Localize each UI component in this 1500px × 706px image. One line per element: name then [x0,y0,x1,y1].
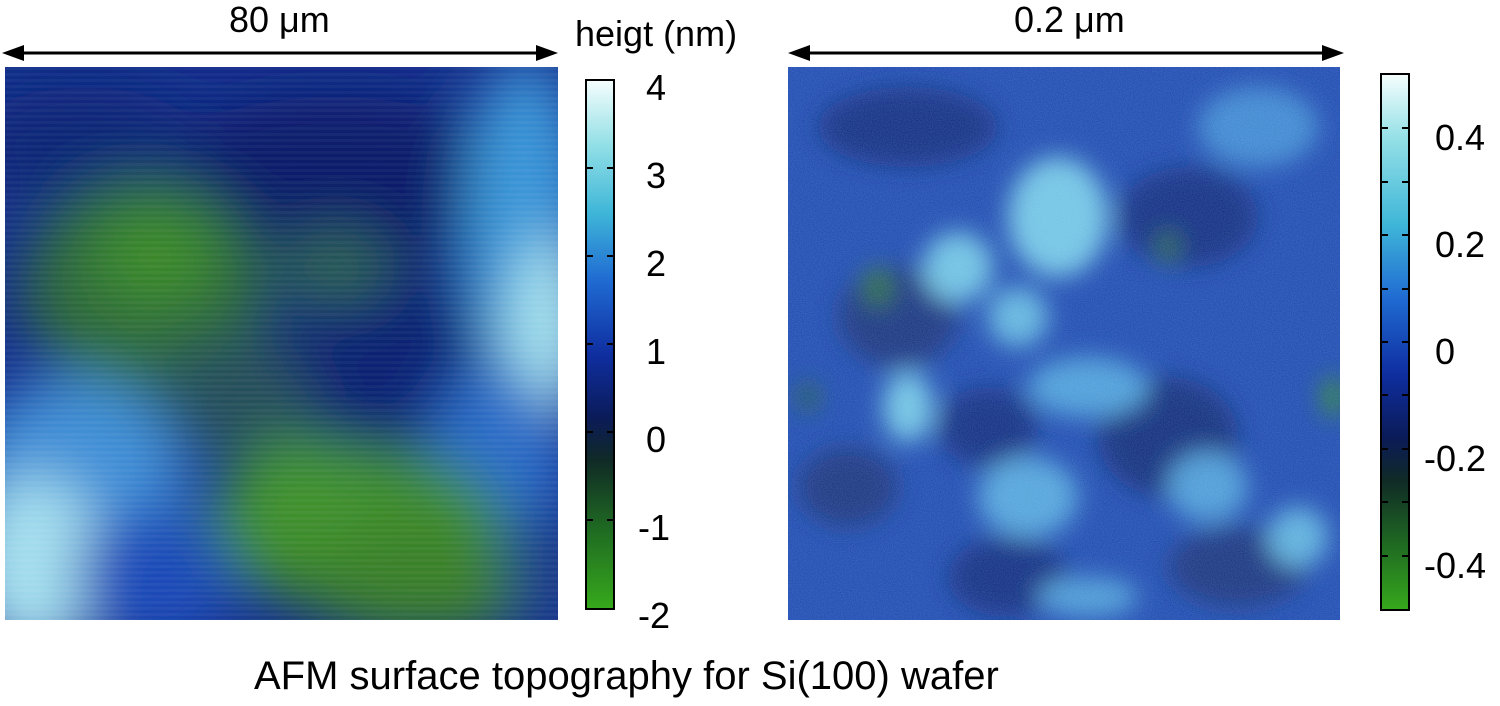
colorbar-right-tick: -0.2 [1424,438,1487,479]
colorbar-right [1380,73,1410,611]
colorbar-left-tick: 0 [646,419,667,460]
colorbar-right-tick: 0.2 [1435,224,1486,265]
colorbar-left-tick: 3 [646,155,667,196]
colorbar-left-tick: 2 [646,243,667,284]
left-scale-label: 80 μm [229,0,330,40]
colorbar-right-tick: 0.4 [1435,117,1486,158]
right-scale-arrow [788,45,1344,61]
colorbar-right-tick: -0.4 [1424,545,1487,586]
right-scale-label: 0.2 μm [1014,0,1125,40]
colorbar-title: heigt (nm) [575,13,738,54]
colorbar-left-tick: -2 [638,595,671,636]
colorbar-left-tick: 4 [646,67,667,108]
colorbar-right-tick: 0 [1435,331,1456,372]
figure-caption: AFM surface topography for Si(100) wafer [254,654,999,698]
colorbar-left [585,79,615,610]
afm-image-0.2um [788,67,1340,620]
afm-image-80um [5,67,558,620]
colorbar-left-tick: -1 [638,507,671,548]
left-scale-arrow [2,45,558,61]
colorbar-left-tick: 1 [646,331,667,372]
